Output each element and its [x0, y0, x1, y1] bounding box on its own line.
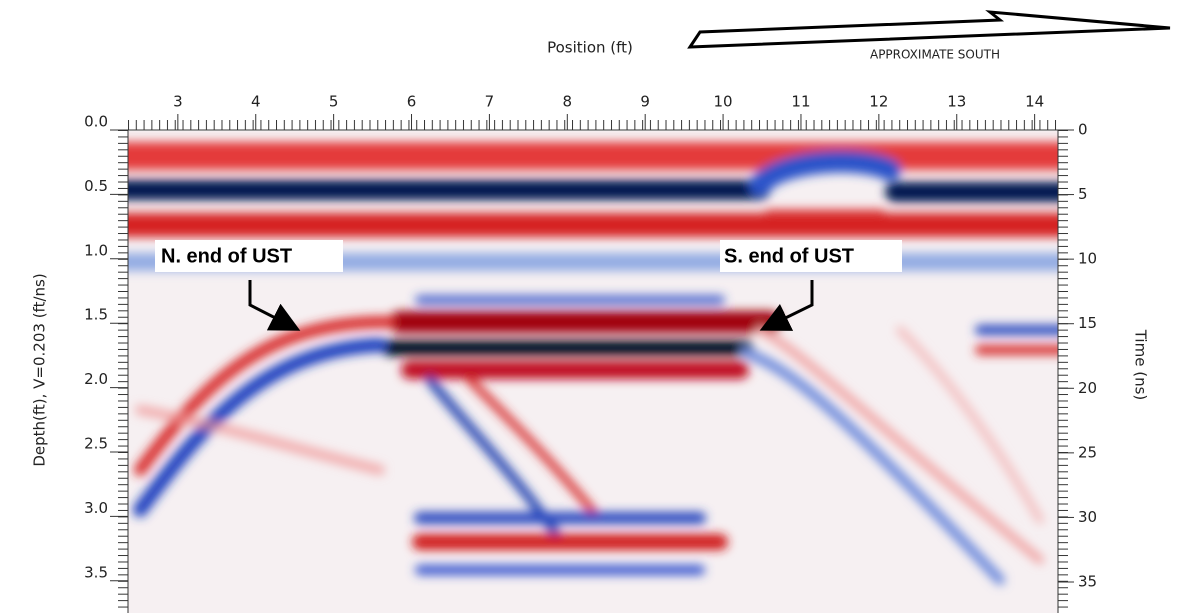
y-tick-label: 0.0 — [84, 113, 108, 131]
x-tick-label: 13 — [947, 93, 966, 111]
direction-label: APPROXIMATE SOUTH — [870, 48, 1000, 62]
x-axis-title: Position (ft) — [547, 39, 633, 57]
y-tick-label: 1.0 — [84, 241, 108, 259]
annotation: N. end of UST — [161, 245, 292, 267]
y-axis-title: Depth(ft), V=0.203 (ft/ns) — [31, 273, 49, 466]
annotation: S. end of UST — [724, 245, 854, 267]
x-tick-label: 6 — [407, 93, 417, 111]
x-tick-label: 12 — [869, 93, 888, 111]
y2-tick-label: 35 — [1078, 573, 1097, 591]
x-tick-label: 14 — [1025, 93, 1044, 111]
figure: APPROXIMATE SOUTH Position (ft) Depth(ft… — [0, 0, 1182, 613]
minor-ticks-x — [128, 120, 1058, 130]
y2-tick-label: 5 — [1078, 185, 1088, 203]
y2-tick-label: 25 — [1078, 443, 1097, 461]
y-tick-label: 3.5 — [84, 563, 108, 581]
y-tick-label: 3.0 — [84, 499, 108, 517]
y2-tick-label: 10 — [1078, 250, 1097, 268]
x-tick-label: 7 — [485, 93, 495, 111]
direction-arrow — [690, 12, 1170, 47]
minor-ticks-left — [118, 130, 128, 613]
minor-ticks-right — [1058, 130, 1068, 613]
y-tick-label: 2.5 — [84, 435, 108, 453]
y2-tick-label: 30 — [1078, 508, 1097, 526]
x-tick-label: 9 — [640, 93, 650, 111]
y-tick-label: 1.5 — [84, 306, 108, 324]
x-tick-label: 10 — [714, 93, 733, 111]
y2-tick-label: 0 — [1078, 121, 1088, 139]
y2-tick-label: 20 — [1078, 379, 1097, 397]
radargram-image — [110, 131, 1070, 613]
y2-tick-label: 15 — [1078, 314, 1097, 332]
y-tick-label: 0.5 — [84, 177, 108, 195]
x-tick-label: 5 — [329, 93, 339, 111]
x-tick-label: 3 — [173, 93, 183, 111]
x-tick-label: 4 — [251, 93, 261, 111]
y-tick-label: 2.0 — [84, 370, 108, 388]
x-tick-label: 11 — [791, 93, 810, 111]
y2-axis-title: Time (ns) — [1132, 329, 1150, 401]
x-tick-label: 8 — [563, 93, 573, 111]
